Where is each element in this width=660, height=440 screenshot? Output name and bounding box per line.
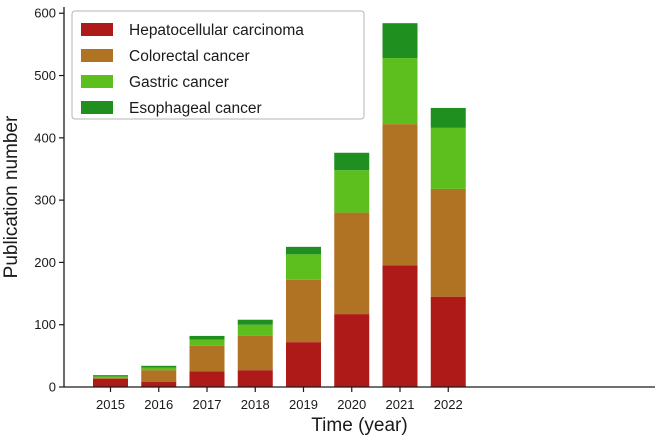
x-tick-label-2021: 2021 <box>386 397 415 412</box>
bars-group <box>93 23 466 387</box>
x-tick-label-2019: 2019 <box>289 397 318 412</box>
legend: Hepatocellular carcinoma Colorectal cance… <box>71 10 365 120</box>
x-tick-label-2018: 2018 <box>241 397 270 412</box>
bar-2017-series-3 <box>189 335 225 340</box>
axes-group <box>63 7 655 388</box>
x-tick-label-2016: 2016 <box>144 397 173 412</box>
bar-2015-series-2 <box>93 376 128 378</box>
x-ticks-group: 2015 2016 2017 2018 2019 2020 2021 2022 <box>96 387 463 412</box>
legend-frame <box>71 10 365 120</box>
bar-2020-series-1 <box>334 212 370 315</box>
bar-2022-series-0 <box>430 296 466 387</box>
legend-swatch-2 <box>81 75 113 88</box>
bar-2017-series-1 <box>189 345 225 372</box>
bar-2017-series-0 <box>189 371 225 387</box>
bar-2022-series-3 <box>430 107 466 128</box>
bar-2018-series-0 <box>237 370 273 387</box>
y-ticks-group: 0 100 200 300 400 500 600 <box>34 6 64 395</box>
x-axis-title: Time (year) <box>311 415 407 436</box>
legend-swatch-1 <box>81 49 113 62</box>
y-tick-label-600: 600 <box>34 6 56 21</box>
bar-2016-series-3 <box>141 365 177 368</box>
x-tick-label-2015: 2015 <box>96 397 125 412</box>
y-tick-label-400: 400 <box>34 130 56 145</box>
bar-2018-series-2 <box>237 324 273 336</box>
legend-label-1: Colorectal cancer <box>129 48 250 65</box>
bar-2020-series-0 <box>334 314 370 387</box>
bar-2021-series-1 <box>382 124 418 266</box>
bar-2022-series-1 <box>430 188 466 297</box>
bar-2018-series-3 <box>237 319 273 325</box>
legend-label-0: Hepatocellular carcinoma <box>129 22 304 39</box>
x-tick-label-2017: 2017 <box>193 397 222 412</box>
bar-2019-series-2 <box>286 254 321 280</box>
bar-2015-series-0 <box>93 378 128 387</box>
bar-2021-series-3 <box>382 23 418 59</box>
x-tick-label-2020: 2020 <box>337 397 366 412</box>
bar-2016-series-0 <box>141 382 177 387</box>
y-tick-label-0: 0 <box>49 380 56 395</box>
bar-2015-series-1 <box>93 377 128 379</box>
bar-2019-series-0 <box>286 342 321 387</box>
y-axis-title: Publication number <box>1 115 22 278</box>
bar-2015-series-3 <box>93 375 128 377</box>
legend-label-2: Gastric cancer <box>129 74 229 91</box>
bar-2019-series-1 <box>286 279 321 343</box>
bar-2020-series-2 <box>334 170 370 213</box>
bar-2018-series-1 <box>237 335 273 371</box>
bar-2017-series-2 <box>189 339 225 346</box>
y-tick-label-100: 100 <box>34 317 56 332</box>
bar-2016-series-2 <box>141 367 177 371</box>
bar-2022-series-2 <box>430 127 466 189</box>
legend-swatch-3 <box>81 101 113 114</box>
legend-label-3: Esophageal cancer <box>129 100 262 117</box>
bar-2016-series-1 <box>141 370 177 383</box>
y-tick-label-200: 200 <box>34 255 56 270</box>
legend-swatch-0 <box>81 23 113 36</box>
bar-2019-series-3 <box>286 246 321 255</box>
bar-2020-series-3 <box>334 152 370 171</box>
y-tick-label-500: 500 <box>34 68 56 83</box>
x-tick-label-2022: 2022 <box>434 397 463 412</box>
y-tick-label-300: 300 <box>34 193 56 208</box>
bar-2021-series-2 <box>382 58 418 125</box>
bar-2021-series-0 <box>382 265 418 387</box>
